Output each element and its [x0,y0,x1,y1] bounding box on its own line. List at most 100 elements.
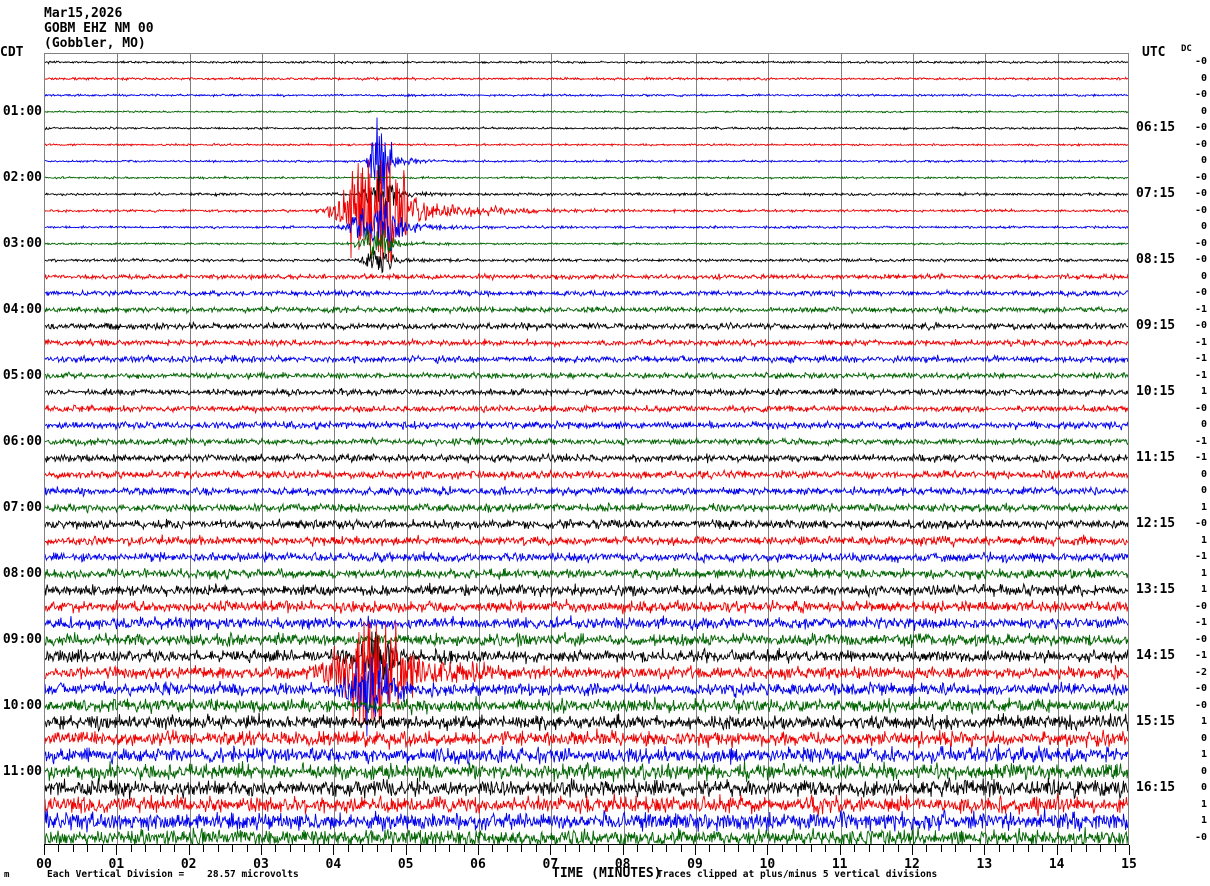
x-tick-major-6 [478,845,479,855]
dc-value-03-00: -0 [1194,237,1207,249]
x-tick-minor [492,845,493,852]
x-tick-minor [73,845,74,852]
left-time-label-05-00: 05:00 [2,367,42,383]
x-tick-minor [1013,845,1014,852]
left-time-label-04-00: 04:00 [2,301,42,317]
x-tick-minor [1115,845,1116,852]
right-axis-label-utc: UTC [1142,45,1166,60]
x-tick-minor [941,845,942,852]
x-tick-minor [970,845,971,852]
dc-value-04-30: -1 [1194,336,1207,348]
right-time-label-09-15: 09:15 [1136,318,1176,334]
right-time-label-06-15: 06:15 [1136,120,1176,136]
header-station-location: (Gobbler, MO) [44,36,146,51]
x-tick-major-11 [840,845,841,855]
dc-value-06-15: -1 [1194,452,1207,464]
x-tick-minor [1100,845,1101,852]
right-time-label-07-15: 07:15 [1136,186,1176,202]
x-label-03: 03 [253,857,269,872]
x-label-12: 12 [904,857,920,872]
dc-value-02-00: -0 [1194,171,1207,183]
dc-value-10-30: 0 [1200,732,1207,744]
trace-05-30 [45,403,1128,415]
x-tick-minor [1086,845,1087,852]
x-axis-title: TIME (MINUTES) [552,866,662,881]
trace-01-30 [45,142,1128,148]
x-tick-minor [218,845,219,852]
x-label-13: 13 [976,857,993,872]
x-tick-major-4 [333,845,334,855]
x-tick-minor [608,845,609,852]
x-tick-minor [420,845,421,852]
dc-value-11-00: 0 [1200,765,1207,777]
trace-02-15 [45,165,1128,215]
left-time-label-03-00: 03:00 [2,235,42,251]
dc-value-08-00: 1 [1200,567,1207,579]
x-tick-minor [145,845,146,852]
dc-value-07-15: -0 [1194,518,1207,530]
dc-value-00-30: 0 [1200,72,1207,84]
dc-value-00-15: -0 [1194,56,1207,68]
x-label-00: 00 [36,857,52,872]
x-tick-minor [449,845,450,852]
x-label-11: 11 [831,857,848,872]
trace-10-15 [45,712,1128,733]
left-axis-label-cdt: CDT [0,45,24,60]
dc-value-05-45: 0 [1200,419,1207,431]
x-tick-minor [869,845,870,852]
trace-11-00 [45,760,1128,783]
x-tick-minor [58,845,59,852]
trace-11-15 [45,777,1128,800]
trace-08-15 [45,582,1128,599]
dc-value-07-30: 1 [1200,534,1207,546]
x-tick-minor [435,845,436,852]
seismogram-traces [45,53,1128,845]
footer-clipping-note: Traces clipped at plus/minus 5 vertical … [657,869,938,880]
dc-value-04-00: -1 [1194,303,1207,315]
trace-03-15 [45,250,1128,274]
trace-06-45 [45,485,1128,498]
dc-value-08-15: 1 [1200,584,1207,596]
x-tick-minor [652,845,653,852]
dc-value-00-45: -0 [1194,89,1207,101]
footer-vertical-division: Each Vertical Division = 28.57 microvolt… [47,869,299,880]
x-tick-minor [637,845,638,852]
x-tick-minor [1042,845,1043,852]
dc-value-06-00: -1 [1194,435,1207,447]
x-tick-minor [811,845,812,852]
x-axis-line [44,844,1129,845]
x-label-08: 08 [614,857,631,872]
trace-07-00 [45,502,1128,514]
x-tick-minor [898,845,899,852]
dc-value-09-45: -0 [1194,683,1207,695]
trace-01-15 [45,125,1128,131]
x-tick-minor [796,845,797,852]
x-tick-minor [565,845,566,852]
dc-value-02-45: 0 [1200,221,1207,233]
left-time-label-01-00: 01:00 [2,103,42,119]
trace-09-00 [45,631,1128,648]
right-time-label-11-15: 11:15 [1136,450,1176,466]
trace-06-15 [45,452,1128,464]
seismogram-plot-area[interactable] [44,53,1129,845]
trace-04-45 [45,353,1128,365]
x-label-15: 15 [1121,857,1137,872]
left-time-label-08-00: 08:00 [2,565,42,581]
dc-value-05-00: -1 [1194,369,1207,381]
x-tick-minor [319,845,320,852]
x-tick-minor [391,845,392,852]
dc-value-04-15: -0 [1194,320,1207,332]
x-tick-minor [666,845,667,852]
right-time-label-16-15: 16:15 [1136,780,1176,796]
trace-09-30 [45,621,1128,724]
x-tick-minor [507,845,508,852]
left-time-label-02-00: 02:00 [2,169,42,185]
dc-value-03-30: 0 [1200,270,1207,282]
trace-03-30 [45,272,1128,282]
left-time-label-11-00: 11:00 [2,763,42,779]
right-time-label-12-15: 12:15 [1136,516,1176,532]
dc-column-label: DC [1181,44,1192,54]
trace-08-45 [45,615,1128,631]
right-time-label-10-15: 10:15 [1136,384,1176,400]
